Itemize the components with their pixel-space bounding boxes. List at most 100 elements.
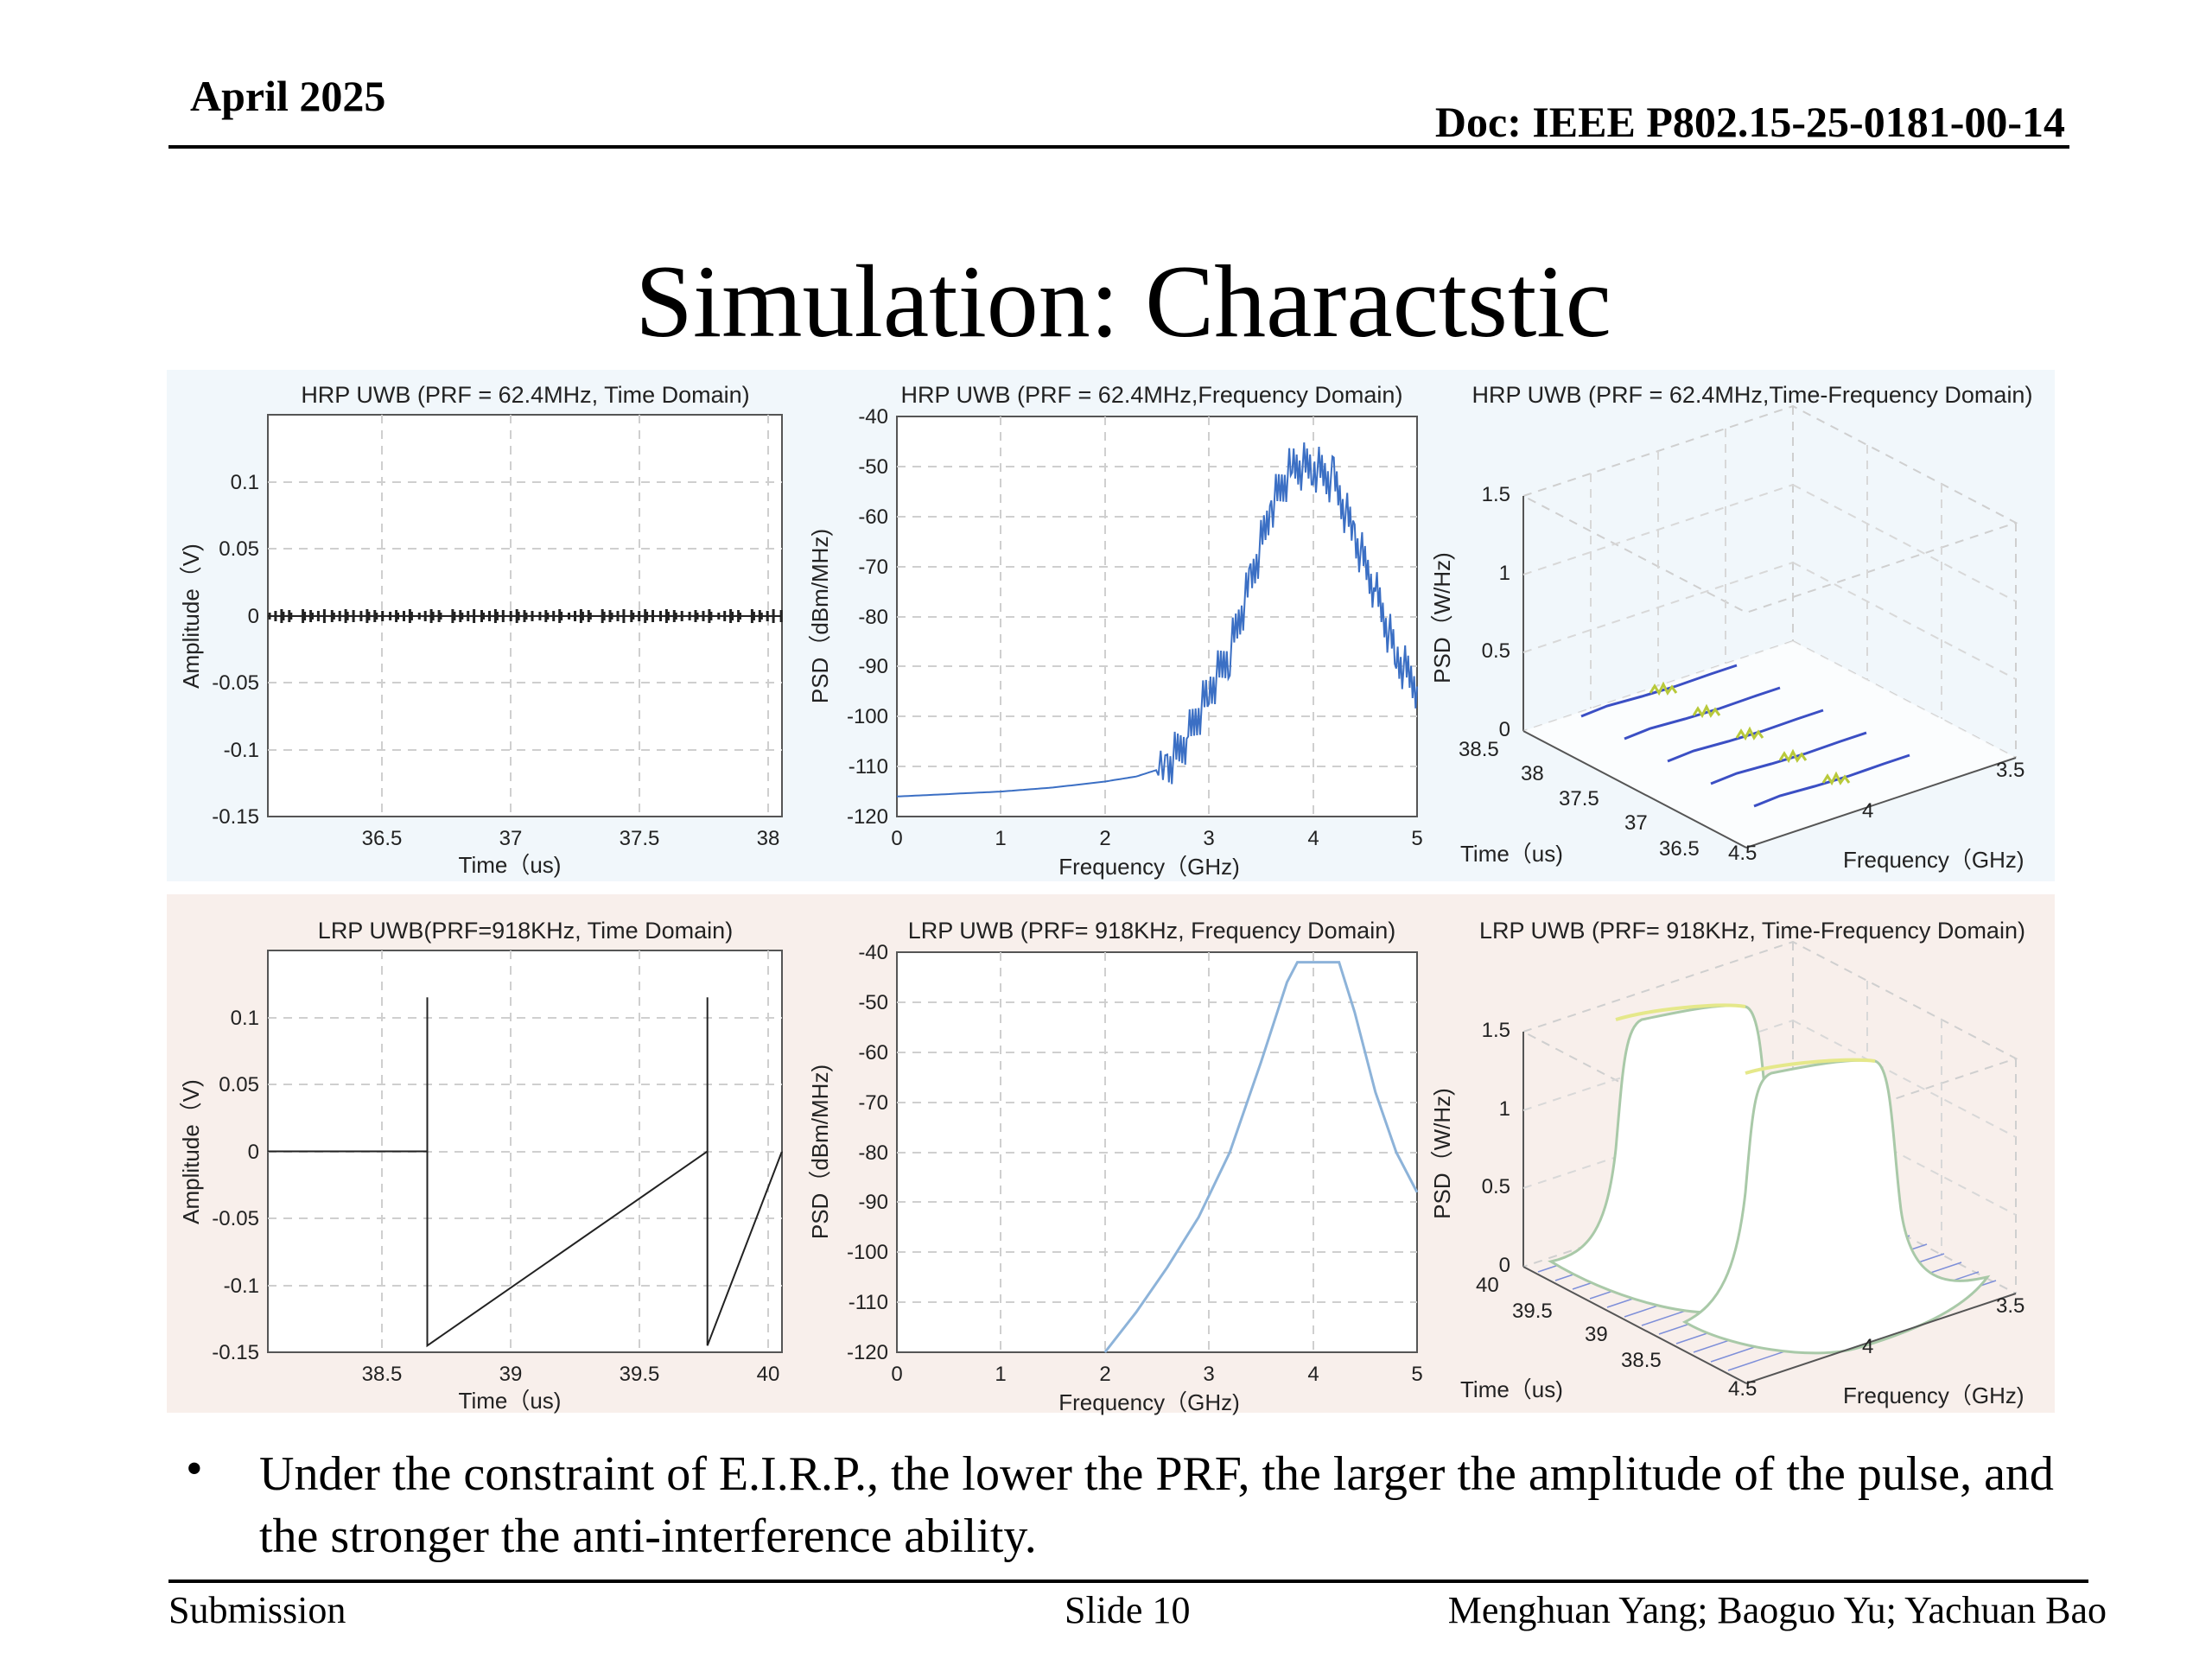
z-tick-labels: 1.5 1 0.5 0 xyxy=(1482,483,1510,741)
bullet-text: Under the constraint of E.I.R.P., the lo… xyxy=(259,1447,2054,1563)
psd-axis-label: PSD（W/Hz) xyxy=(1429,552,1455,683)
chart-title: LRP UWB (PRF= 918KHz, Frequency Domain) xyxy=(908,918,1395,944)
y-axis-label: Amplitude（V) xyxy=(178,1079,204,1224)
y-tick-labels: -40 -50 -60 -70 -80 -90 -100 -110 -120 xyxy=(847,405,888,829)
time-tick-label: 38.5 xyxy=(1621,1349,1662,1372)
frequency-tick-label: 4 xyxy=(1862,799,1873,823)
y-tick-label: 0.05 xyxy=(219,537,259,561)
y-tick-label: -40 xyxy=(858,405,888,429)
time-axis-line xyxy=(1522,730,1747,849)
y-tick-label: -60 xyxy=(858,1041,888,1065)
time-tick-label: 38 xyxy=(1521,762,1544,785)
y-axis-label: PSD（dBm/MHz) xyxy=(807,1065,833,1239)
y-tick-labels: 0.1 0.05 0 -0.05 -0.1 -0.15 xyxy=(212,471,259,829)
x-tick-label: 4 xyxy=(1307,1363,1319,1386)
y-tick-label: -50 xyxy=(858,991,888,1014)
y-tick-label: -0.1 xyxy=(224,739,259,762)
chart-lrp-frequency: LRP UWB (PRF= 918KHz, Frequency Domain) … xyxy=(807,918,1423,1415)
signal-trace xyxy=(268,997,783,1348)
time-tick-label: 40 xyxy=(1476,1274,1499,1297)
footer-rule xyxy=(168,1580,2088,1583)
frequency-tick-label: 3.5 xyxy=(1996,1294,2024,1318)
y-axis-label: Amplitude（V) xyxy=(178,543,204,689)
y-tick-label: -90 xyxy=(858,655,888,678)
chart-hrp-time: HRP UWB (PRF = 62.4MHz, Time Domain) 0.1… xyxy=(178,382,783,878)
x-tick-label: 39.5 xyxy=(620,1363,660,1386)
z-tick-label: 0.5 xyxy=(1482,639,1510,663)
header-date: April 2025 xyxy=(190,72,386,120)
x-tick-label: 0 xyxy=(891,827,902,850)
frequency-axis-line xyxy=(1745,757,2017,849)
x-tick-label: 39 xyxy=(499,1363,523,1386)
time-tick-label: 39 xyxy=(1585,1323,1608,1346)
x-tick-label: 4 xyxy=(1307,827,1319,850)
time-tick-label: 39.5 xyxy=(1512,1300,1553,1323)
psd-axis-label: PSD（W/Hz) xyxy=(1429,1088,1455,1219)
frequency-axis-label: Frequency（GHz) xyxy=(1843,1382,2024,1408)
y-tick-label: 0.05 xyxy=(219,1073,259,1096)
y-tick-label: -0.15 xyxy=(212,805,259,829)
x-axis-label: Time（us) xyxy=(459,852,562,878)
y-tick-labels: -40 -50 -60 -70 -80 -90 -100 -110 -120 xyxy=(847,941,888,1364)
z-tick-label: 0 xyxy=(1499,718,1510,741)
z-tick-label: 0.5 xyxy=(1482,1175,1510,1198)
chart-lrp-time-frequency: LRP UWB (PRF= 918KHz, Time-Frequency Dom… xyxy=(1429,918,2025,1408)
chart-lrp-time: LRP UWB(PRF=918KHz, Time Domain) 0.1 0.0… xyxy=(178,918,783,1414)
header-doc-id: Doc: IEEE P802.15-25-0181-00-14 xyxy=(1434,98,2065,146)
time-axis-label: Time（us) xyxy=(1460,841,1563,867)
plot-frame xyxy=(896,951,1418,1353)
x-axis-label: Time（us) xyxy=(459,1388,562,1414)
chart-title: HRP UWB (PRF = 62.4MHz,Time-Frequency Do… xyxy=(1472,382,2033,408)
psd-ridge-peaks xyxy=(1649,681,1851,786)
time-axis-label: Time（us) xyxy=(1460,1376,1563,1402)
y-tick-label: 0.1 xyxy=(231,471,259,494)
chart-title: LRP UWB(PRF=918KHz, Time Domain) xyxy=(318,918,733,944)
z-tick-label: 1.5 xyxy=(1482,483,1510,506)
y-tick-label: -40 xyxy=(858,941,888,964)
y-tick-label: -60 xyxy=(858,505,888,529)
grid xyxy=(897,952,1417,1352)
chart-title: HRP UWB (PRF = 62.4MHz, Time Domain) xyxy=(301,382,749,408)
x-tick-label: 1 xyxy=(995,1363,1006,1386)
x-axis-label: Frequency（GHz) xyxy=(1058,854,1240,880)
x-tick-label: 2 xyxy=(1099,827,1110,850)
frequency-tick-labels: 4.5 4 3.5 xyxy=(1728,1294,2024,1401)
psd-series-line xyxy=(1103,961,1419,1353)
chart-title: LRP UWB (PRF= 918KHz, Time-Frequency Dom… xyxy=(1479,918,2025,944)
bullet-marker: • xyxy=(186,1442,203,1496)
x-tick-label: 36.5 xyxy=(362,827,403,850)
header-rule xyxy=(168,145,2069,149)
x-tick-label: 2 xyxy=(1099,1363,1110,1386)
x-tick-labels: 0 1 2 3 4 5 xyxy=(891,827,1422,850)
surface-pulse-2 xyxy=(1681,1058,1991,1355)
z-tick-label: 0 xyxy=(1499,1254,1510,1277)
psd-series-line xyxy=(896,442,1418,798)
x-tick-label: 5 xyxy=(1411,1363,1422,1386)
chart-title: HRP UWB (PRF = 62.4MHz,Frequency Domain) xyxy=(901,382,1403,408)
y-tick-label: -100 xyxy=(847,1241,888,1264)
x-tick-label: 37 xyxy=(499,827,523,850)
frequency-tick-label: 4.5 xyxy=(1728,842,1757,865)
y-tick-labels: 0.1 0.05 0 -0.05 -0.1 -0.15 xyxy=(212,1007,259,1364)
x-tick-label: 1 xyxy=(995,827,1006,850)
x-tick-label: 40 xyxy=(757,1363,780,1386)
frequency-axis-line xyxy=(1745,1293,2017,1384)
y-tick-label: 0.1 xyxy=(231,1007,259,1030)
y-tick-label: -100 xyxy=(847,705,888,728)
z-tick-labels: 1.5 1 0.5 0 xyxy=(1482,1019,1510,1277)
x-tick-label: 5 xyxy=(1411,827,1422,850)
y-tick-label: -90 xyxy=(858,1191,888,1214)
z-tick-label: 1.5 xyxy=(1482,1019,1510,1042)
y-tick-label: -0.15 xyxy=(212,1341,259,1364)
x-tick-labels: 38.5 39 39.5 40 xyxy=(362,1363,780,1386)
y-axis-label: PSD（dBm/MHz) xyxy=(807,529,833,703)
x-tick-label: 38.5 xyxy=(362,1363,403,1386)
x-tick-label: 3 xyxy=(1203,827,1214,850)
time-tick-label: 36.5 xyxy=(1659,837,1700,861)
x-tick-label: 0 xyxy=(891,1363,902,1386)
x-axis-label: Frequency（GHz) xyxy=(1058,1389,1240,1415)
footer-slide-number: Slide 10 xyxy=(1065,1589,1191,1631)
frequency-axis-label: Frequency（GHz) xyxy=(1843,847,2024,873)
z-tick-label: 1 xyxy=(1499,562,1510,585)
